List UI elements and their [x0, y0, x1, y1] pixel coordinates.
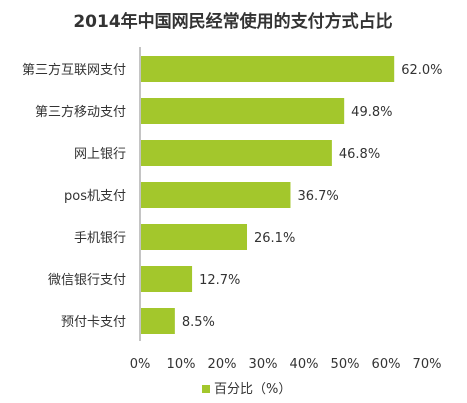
data-label: 46.8%: [339, 147, 380, 162]
data-label: 12.7%: [199, 273, 240, 288]
ticks-layer: 0% 10% 20% 30% 40% 50% 60% 70%: [130, 357, 442, 372]
category-label: 第三方互联网支付: [22, 62, 126, 78]
legend-label: 百分比（%）: [214, 382, 291, 397]
legend-swatch: [202, 385, 210, 393]
bar: [141, 56, 395, 82]
data-label: 62.0%: [401, 63, 442, 78]
x-tick-label: 20%: [208, 357, 237, 372]
labels-layer: 第三方互联网支付 62.0% 第三方移动支付 49.8% 网上银行 46.8% pos机支付…: [22, 62, 443, 330]
x-tick-label: 40%: [290, 357, 319, 372]
bar: [141, 308, 175, 334]
bar: [141, 140, 332, 166]
category-label: pos机支付: [64, 189, 126, 204]
x-tick-label: 30%: [249, 357, 278, 372]
chart-title: 2014年中国网民经常使用的支付方式占比: [73, 11, 392, 32]
category-label: 第三方移动支付: [35, 104, 126, 120]
data-label: 8.5%: [182, 315, 215, 330]
category-label: 预付卡支付: [61, 315, 126, 330]
category-label: 手机银行: [74, 231, 126, 246]
category-label: 网上银行: [74, 147, 126, 162]
data-label: 36.7%: [297, 189, 338, 204]
x-tick-label: 70%: [413, 357, 442, 372]
x-tick-label: 10%: [167, 357, 196, 372]
data-label: 26.1%: [254, 231, 295, 246]
x-tick-label: 0%: [130, 357, 151, 372]
bar: [141, 224, 248, 250]
data-label: 49.8%: [351, 105, 392, 120]
bar: [141, 182, 291, 208]
bar: [141, 266, 193, 292]
legend: 百分比（%）: [202, 382, 291, 397]
bar: [141, 98, 345, 124]
bars-layer: [141, 56, 395, 334]
x-tick-label: 60%: [372, 357, 401, 372]
x-tick-label: 50%: [331, 357, 360, 372]
category-label: 微信银行支付: [48, 273, 126, 288]
